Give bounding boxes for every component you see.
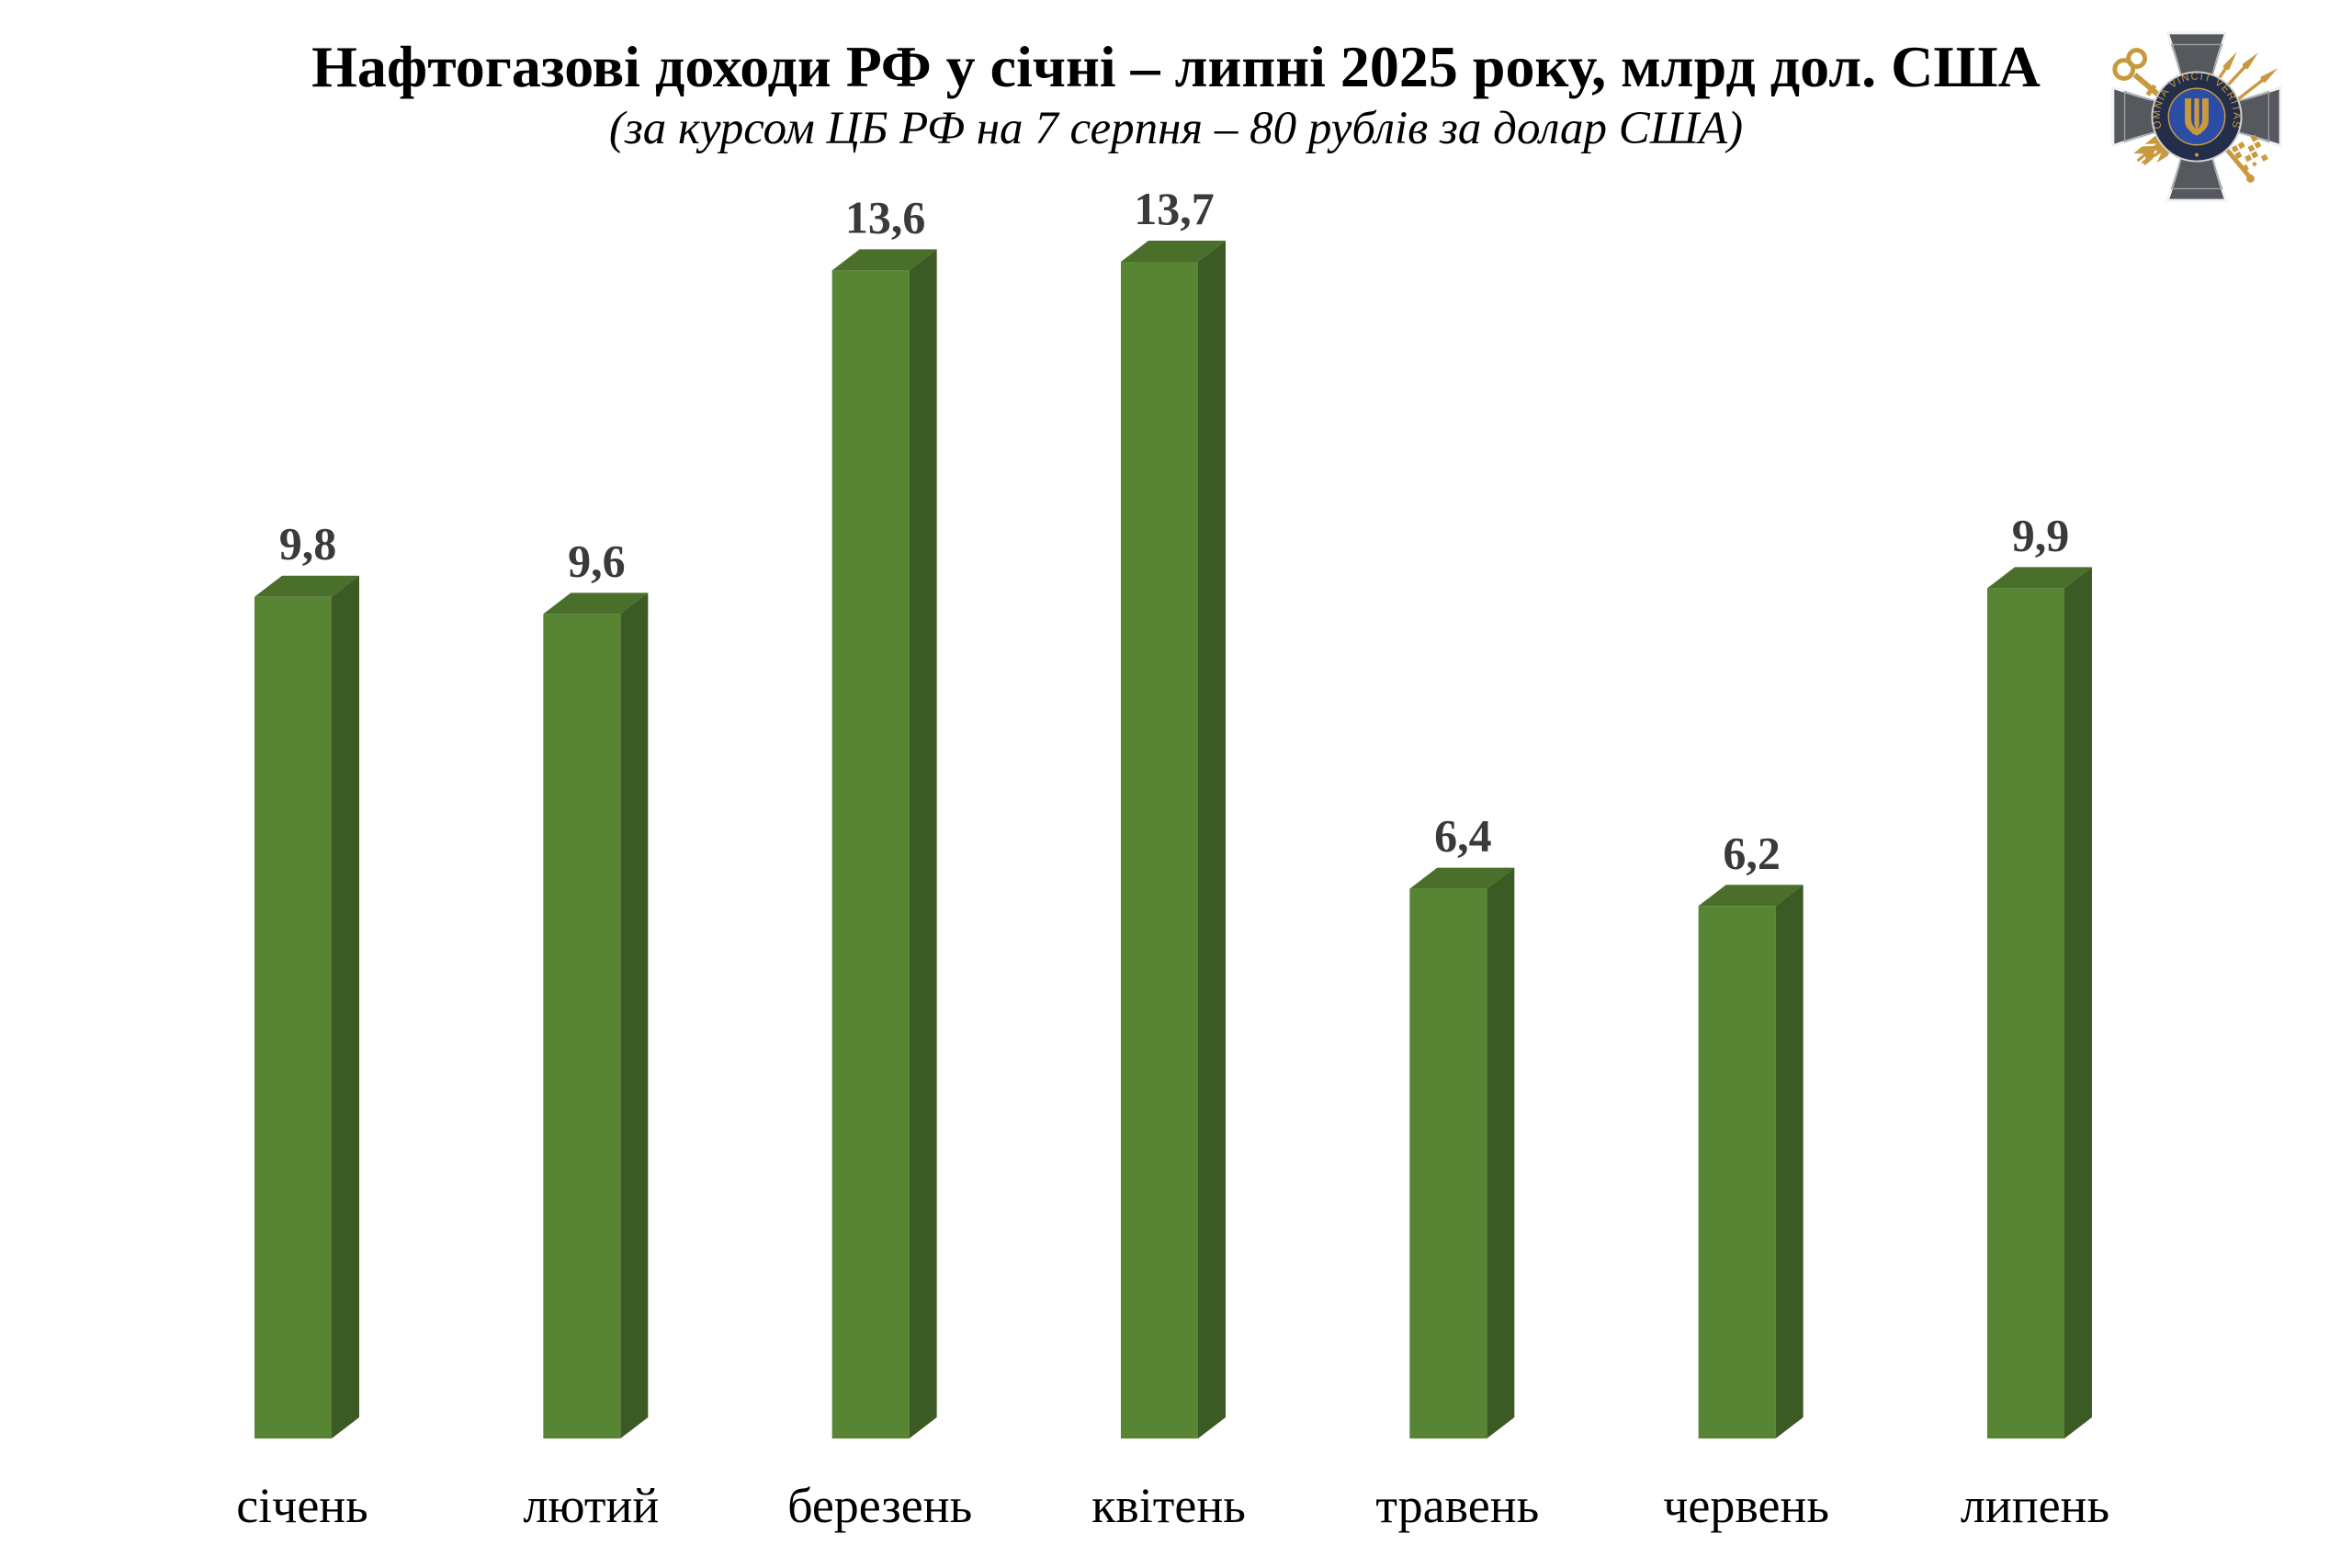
bar-group-січень: 9,8 січень bbox=[236, 518, 368, 1533]
bar-side-face bbox=[620, 592, 649, 1438]
bar-top-face bbox=[543, 592, 649, 615]
bar-front-face bbox=[543, 614, 621, 1438]
bar-category-label: квітень bbox=[1091, 1478, 1246, 1533]
bar-value-label: 9,6 bbox=[568, 535, 626, 586]
bar-side-face bbox=[332, 575, 359, 1438]
bar-group-лютий: 9,6 лютий bbox=[523, 535, 659, 1533]
bar-value-label: 6,4 bbox=[1434, 810, 1492, 862]
bar-top-face bbox=[1986, 567, 2092, 589]
bar-side-face bbox=[909, 249, 937, 1438]
bar-value-label: 13,7 bbox=[1134, 183, 1215, 234]
bar-top-face bbox=[1409, 867, 1515, 889]
bar-top-face bbox=[1698, 885, 1804, 907]
bar-front-face bbox=[1409, 888, 1487, 1438]
bar-category-label: червень bbox=[1663, 1478, 1829, 1533]
chart-subtitle: (за курсом ЦБ РФ на 7 серпня – 80 рублів… bbox=[608, 103, 1744, 154]
bar-top-face bbox=[1120, 241, 1226, 263]
bar-category-label: липень bbox=[1961, 1478, 2109, 1533]
bar-top-face bbox=[254, 575, 359, 597]
medallion: OMNIA VINCIT VERITAS bbox=[2151, 71, 2243, 163]
bar-value-label: 6,2 bbox=[1723, 827, 1781, 878]
bar-category-label: січень bbox=[236, 1478, 368, 1533]
bar-group-липень: 9,9 липень bbox=[1961, 509, 2109, 1533]
bar-front-face bbox=[831, 270, 910, 1438]
bar-side-face bbox=[1197, 241, 1226, 1438]
bar-category-label: травень bbox=[1375, 1478, 1539, 1533]
bar-value-label: 13,6 bbox=[845, 191, 926, 243]
bar-front-face bbox=[1698, 906, 1776, 1438]
bar-side-face bbox=[1775, 885, 1804, 1438]
bar-side-face bbox=[2064, 567, 2092, 1438]
chart-title: Нафтогазові доходи РФ у січні – липні 20… bbox=[311, 34, 2041, 99]
bar-side-face bbox=[1487, 867, 1515, 1438]
bar-front-face bbox=[254, 596, 332, 1438]
bar-value-label: 9,8 bbox=[279, 518, 337, 570]
bar-group-квітень: 13,7 квітень bbox=[1091, 183, 1246, 1533]
bar-front-face bbox=[1986, 588, 2064, 1438]
bar-group-травень: 6,4 травень bbox=[1375, 810, 1539, 1533]
bar-group-березень: 13,6 березень bbox=[787, 191, 972, 1533]
bar-category-label: березень bbox=[787, 1478, 972, 1533]
bar-category-label: лютий bbox=[523, 1478, 659, 1533]
bar-front-face bbox=[1120, 262, 1198, 1438]
gur-emblem: OMNIA VINCIT VERITAS bbox=[2111, 31, 2282, 202]
bar-value-label: 9,9 bbox=[2012, 509, 2070, 560]
bar-group-червень: 6,2 червень bbox=[1663, 827, 1829, 1533]
bar-top-face bbox=[831, 249, 937, 271]
trident-icon bbox=[2185, 98, 2209, 136]
